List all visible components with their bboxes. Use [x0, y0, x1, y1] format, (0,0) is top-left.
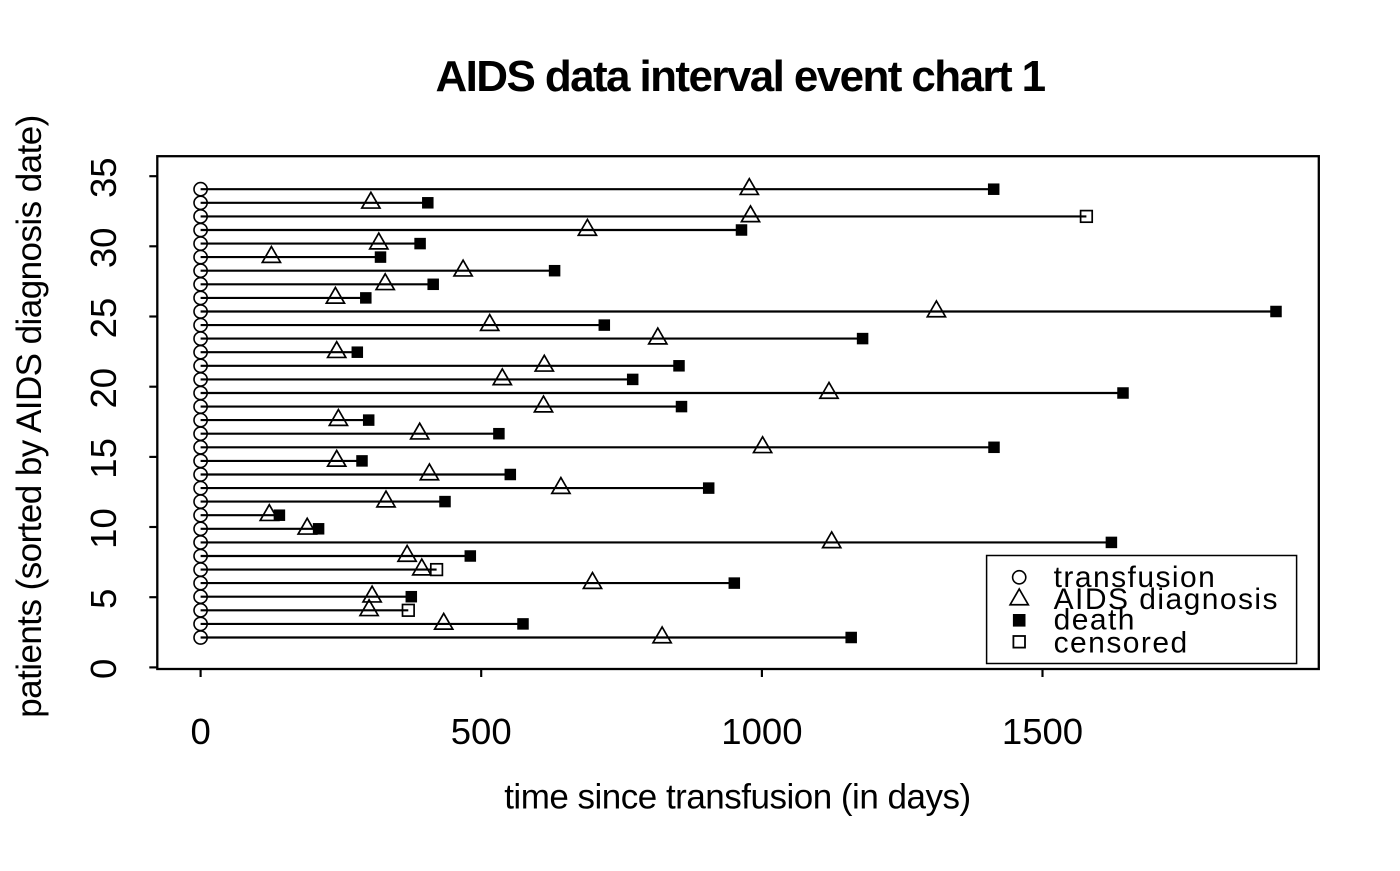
svg-text:5: 5 — [83, 589, 124, 609]
svg-text:15: 15 — [83, 438, 124, 479]
svg-text:500: 500 — [451, 711, 512, 752]
svg-text:death: death — [1054, 604, 1136, 637]
svg-text:0: 0 — [190, 711, 210, 752]
svg-text:30: 30 — [83, 227, 124, 268]
svg-text:time since transfusion (in day: time since transfusion (in days) — [504, 777, 970, 816]
svg-text:1000: 1000 — [721, 711, 802, 752]
svg-text:transfusion: transfusion — [1054, 561, 1217, 594]
svg-text:1500: 1500 — [1002, 711, 1083, 752]
svg-text:AIDS diagnosis: AIDS diagnosis — [1054, 583, 1279, 616]
svg-text:25: 25 — [83, 298, 124, 339]
svg-text:20: 20 — [83, 368, 124, 409]
svg-text:0: 0 — [83, 659, 124, 679]
svg-text:10: 10 — [83, 508, 124, 549]
svg-text:patients (sorted by AIDS diagn: patients (sorted by AIDS diagnosis date) — [10, 115, 49, 718]
svg-text:censored: censored — [1054, 627, 1189, 660]
svg-text:AIDS data interval event chart: AIDS data interval event chart 1 — [435, 52, 1045, 101]
svg-text:35: 35 — [83, 157, 124, 198]
